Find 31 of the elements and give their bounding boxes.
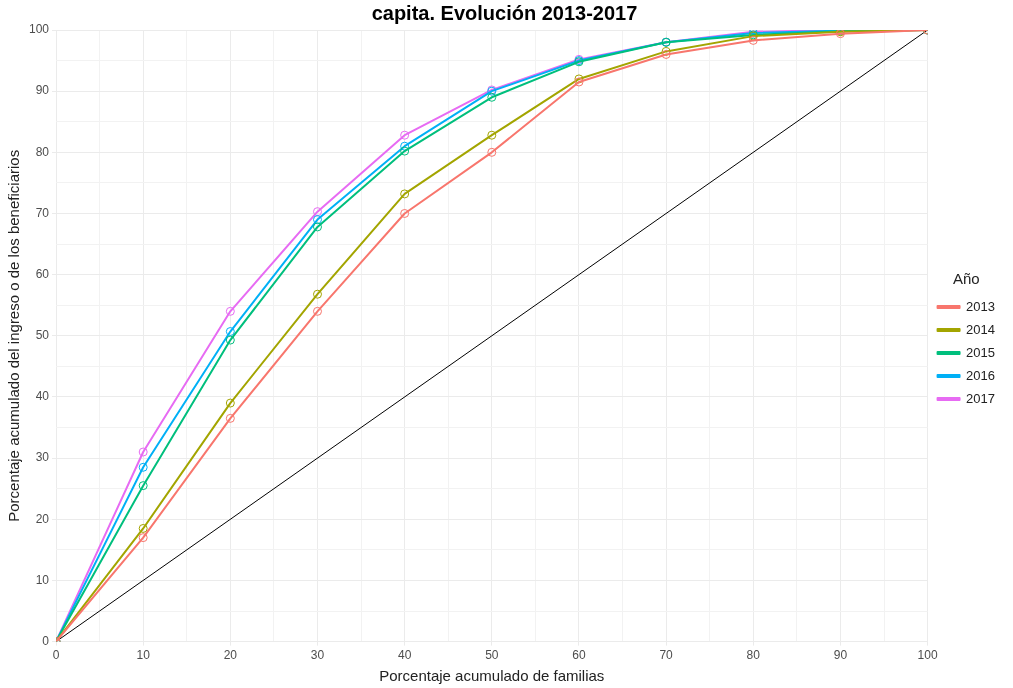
x-tick-label: 0 — [52, 648, 60, 663]
x-tick-label: 80 — [746, 648, 761, 663]
legend-title: Año — [952, 270, 980, 288]
chart-title: capita. Evolución 2013-2017 — [371, 1, 638, 24]
y-tick-label: 60 — [35, 266, 50, 281]
y-tick-label: 10 — [35, 572, 50, 587]
x-tick-label: 90 — [833, 648, 848, 663]
y-tick-label: 80 — [35, 144, 50, 159]
x-tick-label: 30 — [310, 648, 325, 663]
y-tick-label: 70 — [35, 205, 50, 220]
x-tick-label: 100 — [917, 648, 938, 663]
legend-label: 2016 — [966, 367, 995, 383]
x-tick-label: 20 — [223, 648, 238, 663]
x-axis-title: Porcentaje acumulado de familias — [379, 667, 605, 685]
y-tick-label: 20 — [35, 511, 50, 526]
y-tick-label: 50 — [35, 328, 50, 343]
y-tick-label: 0 — [42, 633, 50, 648]
legend-label: 2015 — [966, 344, 995, 360]
x-tick-label: 50 — [485, 648, 499, 663]
y-tick-label: 30 — [35, 450, 50, 465]
legend-label: 2013 — [966, 298, 995, 314]
x-tick-label: 70 — [659, 648, 674, 663]
x-tick-label: 40 — [397, 648, 412, 663]
legend-label: 2017 — [966, 390, 995, 406]
y-tick-label: 100 — [28, 22, 50, 37]
y-tick-label: 40 — [35, 389, 50, 404]
x-tick-label: 60 — [572, 648, 586, 663]
y-tick-label: 90 — [35, 83, 50, 98]
y-axis-title: Porcentaje acumulado del ingreso o de los beneficiarios — [5, 149, 23, 522]
legend-label: 2014 — [966, 321, 995, 337]
x-tick-label: 10 — [136, 648, 151, 663]
